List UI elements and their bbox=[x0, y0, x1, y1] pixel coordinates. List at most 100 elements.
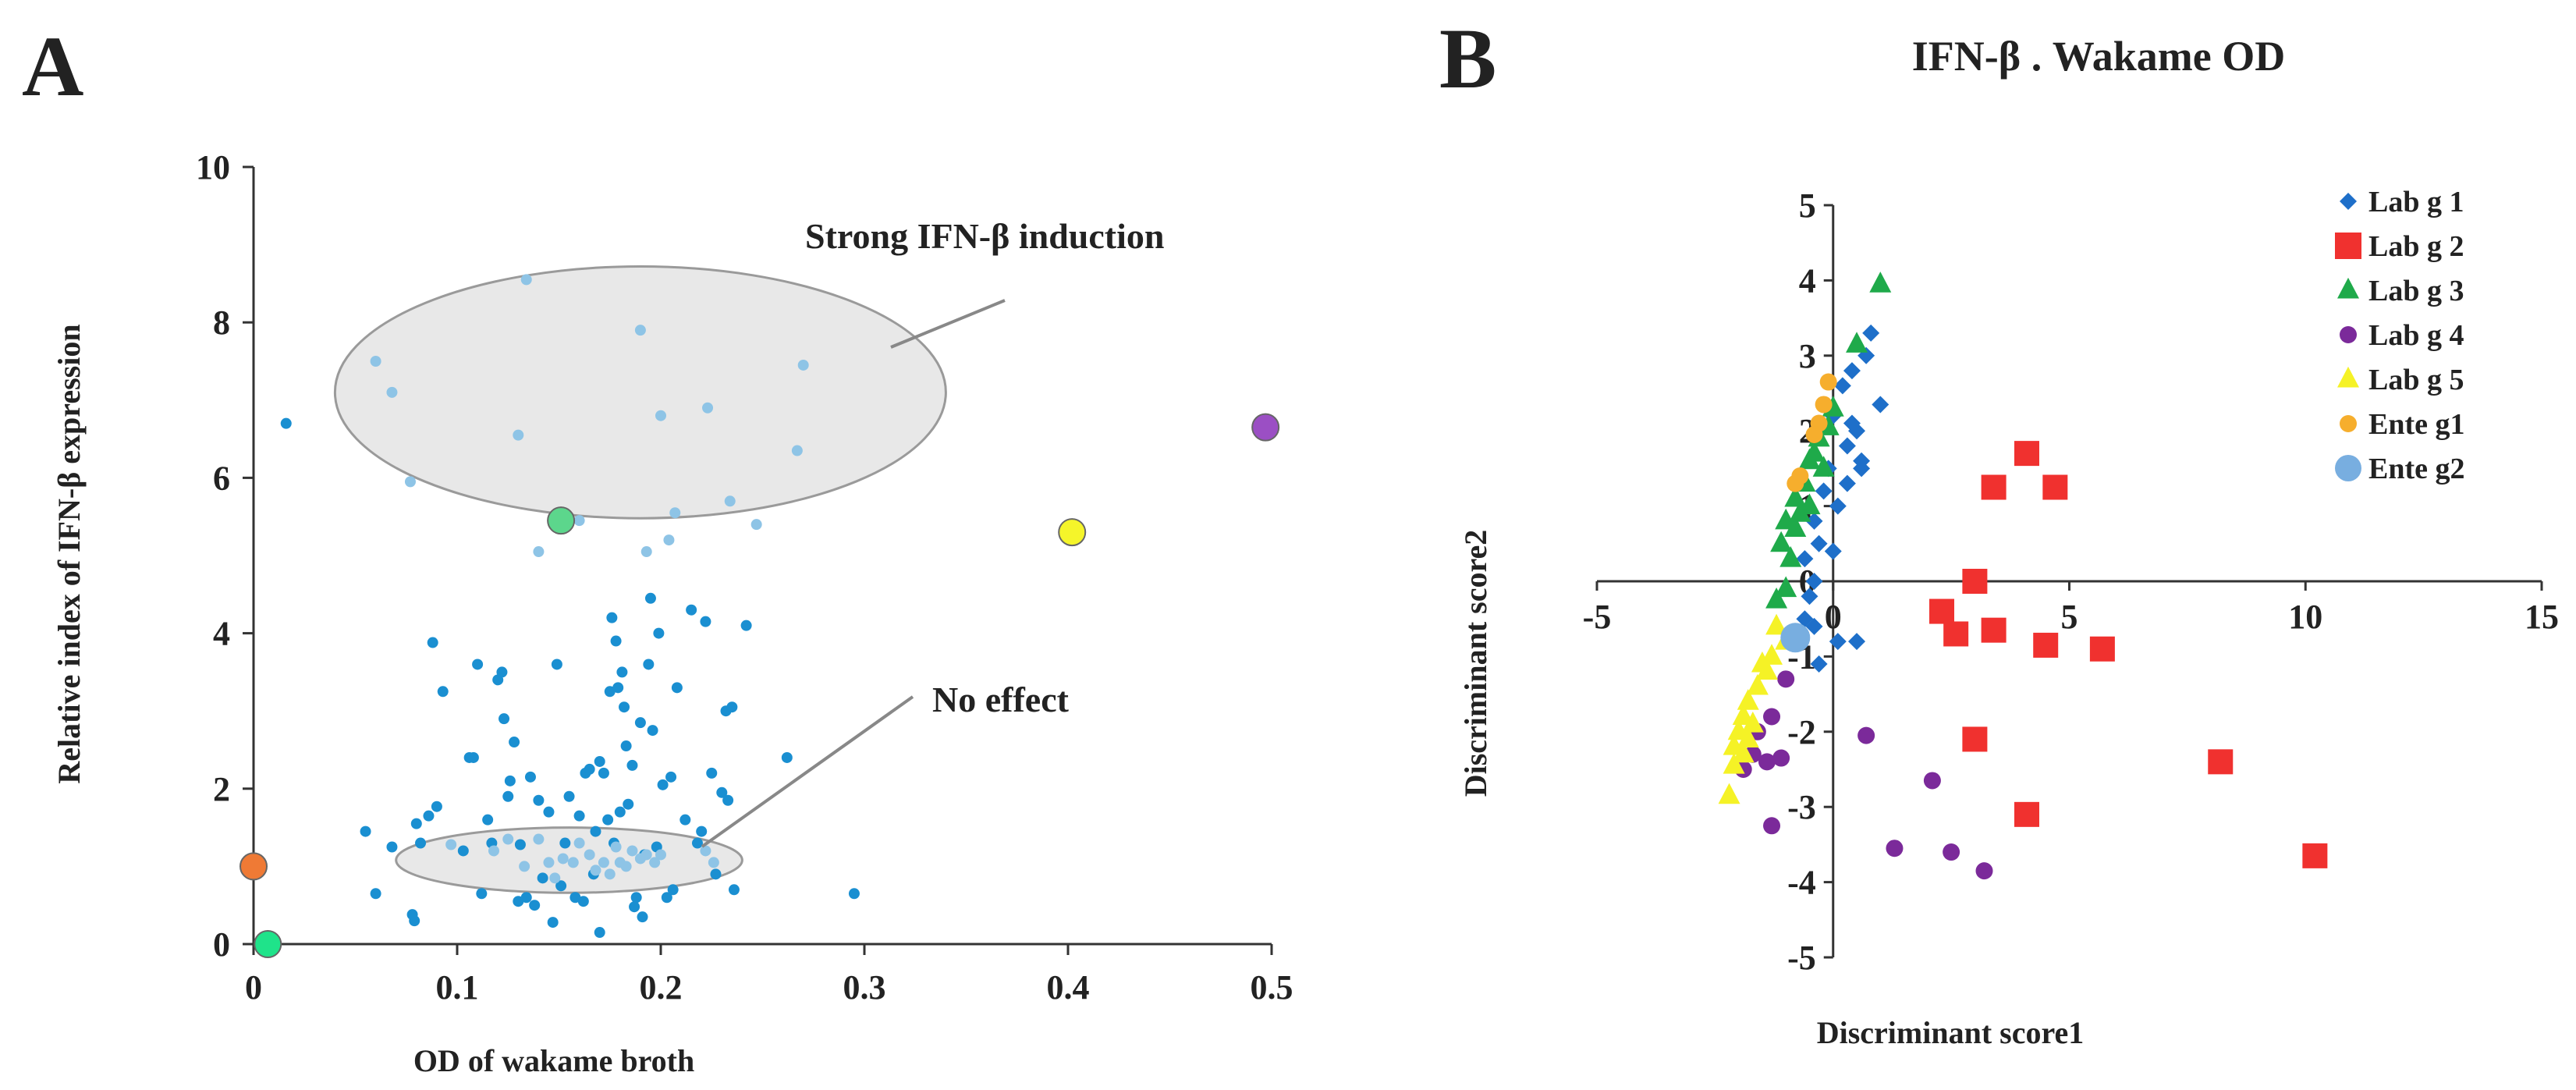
strains-point bbox=[644, 592, 656, 604]
strains-point bbox=[410, 818, 422, 829]
legend-series-2-point bbox=[1929, 598, 1955, 624]
panel-b-x-tick-label: 5 bbox=[2061, 598, 2078, 636]
legend-series-6-point bbox=[1819, 373, 1837, 391]
legend-label-5: Lab g 5 bbox=[2368, 364, 2464, 396]
strains-point bbox=[637, 911, 648, 923]
strong-induction-cluster-point bbox=[669, 507, 681, 519]
strains-point bbox=[602, 814, 614, 825]
panel-a-x-tick-label: 0.4 bbox=[1047, 968, 1090, 1007]
legend-label-3: Lab g 3 bbox=[2368, 275, 2464, 307]
legend-series-3-point bbox=[1784, 516, 1807, 538]
no-effect-cluster-point bbox=[573, 837, 585, 849]
legend-series-1-point bbox=[1833, 377, 1851, 395]
strong-induction-cluster-point bbox=[640, 546, 652, 558]
no-effect-cluster-point bbox=[567, 857, 579, 868]
panel-b-legend: Lab g 1 Lab g 2 Lab g 3 Lab g 4 Lab g 5 Ente … bbox=[2335, 186, 2465, 485]
panel-a-x-tick-label: 0.1 bbox=[436, 968, 479, 1007]
strains-point bbox=[573, 810, 585, 822]
no-effect-cluster-point bbox=[640, 849, 652, 861]
strains-point bbox=[634, 717, 646, 729]
panel-b-y-tick-label: 3 bbox=[1799, 337, 1816, 375]
legend-series-1-point bbox=[1824, 542, 1842, 560]
strains-point bbox=[457, 845, 469, 857]
legend-series-2-point bbox=[2014, 801, 2040, 827]
strains-point bbox=[661, 892, 672, 904]
legend-series-3-point bbox=[1779, 545, 1802, 567]
panel-a: A 0 0.1 0.2 0.3 0.4 0.5 0 2 4 6 8 10 Strong IFN-β i… bbox=[22, 19, 1293, 1078]
no-effect-cluster-point bbox=[549, 872, 561, 884]
strains-point bbox=[559, 837, 571, 849]
strong-induction-cluster-point bbox=[750, 519, 762, 531]
strong-induction-cluster-point bbox=[533, 546, 545, 558]
legend-marker-3 bbox=[2337, 277, 2359, 299]
no-effect-cluster-point bbox=[519, 861, 530, 872]
strains-point bbox=[665, 771, 677, 783]
panel-b-y-tick-label: -5 bbox=[1787, 939, 1816, 977]
no-effect-cluster-point bbox=[610, 841, 622, 853]
strains-point bbox=[551, 659, 562, 670]
strains-point bbox=[547, 917, 559, 928]
no-effect-cluster-point bbox=[655, 849, 666, 861]
strains-point bbox=[555, 880, 567, 892]
legend-series-1-point bbox=[1810, 655, 1828, 673]
strains-point bbox=[629, 901, 640, 913]
strains-point bbox=[482, 814, 494, 825]
legend-series-6-point bbox=[1815, 396, 1833, 414]
no-effect-cluster-point bbox=[620, 861, 632, 872]
strains-point bbox=[427, 637, 438, 648]
strains-point bbox=[740, 620, 752, 631]
legend-series-1-point bbox=[1853, 452, 1871, 470]
panel-b-y-tick-label: -3 bbox=[1787, 788, 1816, 826]
legend-series-3-point bbox=[1775, 576, 1797, 598]
panel-b-y-tick-label: 4 bbox=[1799, 261, 1816, 300]
outlier-mint-point bbox=[254, 930, 282, 958]
strong-induction-cluster-point bbox=[663, 534, 675, 546]
legend-series-1-point bbox=[1805, 512, 1823, 530]
legend-series-5-point bbox=[1741, 712, 1764, 733]
panel-label-a: A bbox=[22, 19, 83, 114]
legend-series-5-point bbox=[1751, 651, 1773, 673]
strains-point bbox=[509, 737, 520, 748]
strains-point bbox=[781, 751, 793, 763]
callout-line-strong bbox=[890, 299, 1006, 349]
strains-point bbox=[671, 682, 683, 694]
legend-label-7: Ente g2 bbox=[2368, 453, 2465, 485]
strains-point bbox=[700, 616, 711, 627]
panel-b-title: IFN-β . Wakame OD bbox=[1912, 33, 2285, 80]
legend-marker-5 bbox=[2337, 366, 2359, 388]
panel-a-axes: 0 0.1 0.2 0.3 0.4 0.5 0 2 4 6 8 10 bbox=[196, 148, 1293, 1007]
strains-point bbox=[679, 814, 691, 825]
strains-point bbox=[614, 806, 626, 818]
no-effect-cluster-point bbox=[700, 845, 711, 857]
strains-point bbox=[590, 825, 601, 837]
legend-series-4-point bbox=[1975, 862, 1993, 880]
strains-point bbox=[626, 759, 638, 771]
strains-point bbox=[569, 892, 581, 904]
strong-induction-cluster-point bbox=[634, 325, 646, 336]
panel-a-x-tick-label: 0.5 bbox=[1251, 968, 1293, 1007]
strains-point bbox=[848, 888, 860, 900]
strains-point bbox=[504, 775, 516, 786]
strong-induction-cluster-point bbox=[655, 410, 666, 421]
annotation-no-effect: No effect bbox=[932, 680, 1070, 719]
strains-point bbox=[502, 790, 514, 802]
legend-label-2: Lab g 2 bbox=[2368, 230, 2464, 263]
panel-a-y-tick-label: 6 bbox=[213, 459, 230, 497]
strains-point bbox=[657, 779, 669, 790]
strains-point bbox=[496, 666, 508, 678]
strains-point bbox=[524, 771, 536, 783]
panel-a-y-tick-label: 2 bbox=[213, 770, 230, 808]
legend-series-1-point bbox=[1796, 550, 1814, 568]
no-effect-cluster-point bbox=[604, 868, 616, 880]
strains-point bbox=[616, 666, 628, 678]
no-effect-cluster-point bbox=[445, 839, 457, 850]
legend-series-2-point bbox=[1943, 621, 1969, 647]
no-effect-cluster-point bbox=[584, 849, 595, 861]
panel-label-b: B bbox=[1439, 11, 1496, 106]
strong-induction-cluster-point bbox=[724, 495, 736, 507]
strains-point bbox=[722, 794, 734, 806]
panel-a-y-tick-label: 10 bbox=[196, 148, 230, 186]
legend-series-2-point bbox=[2014, 441, 2040, 467]
no-effect-cluster-point bbox=[626, 845, 638, 857]
